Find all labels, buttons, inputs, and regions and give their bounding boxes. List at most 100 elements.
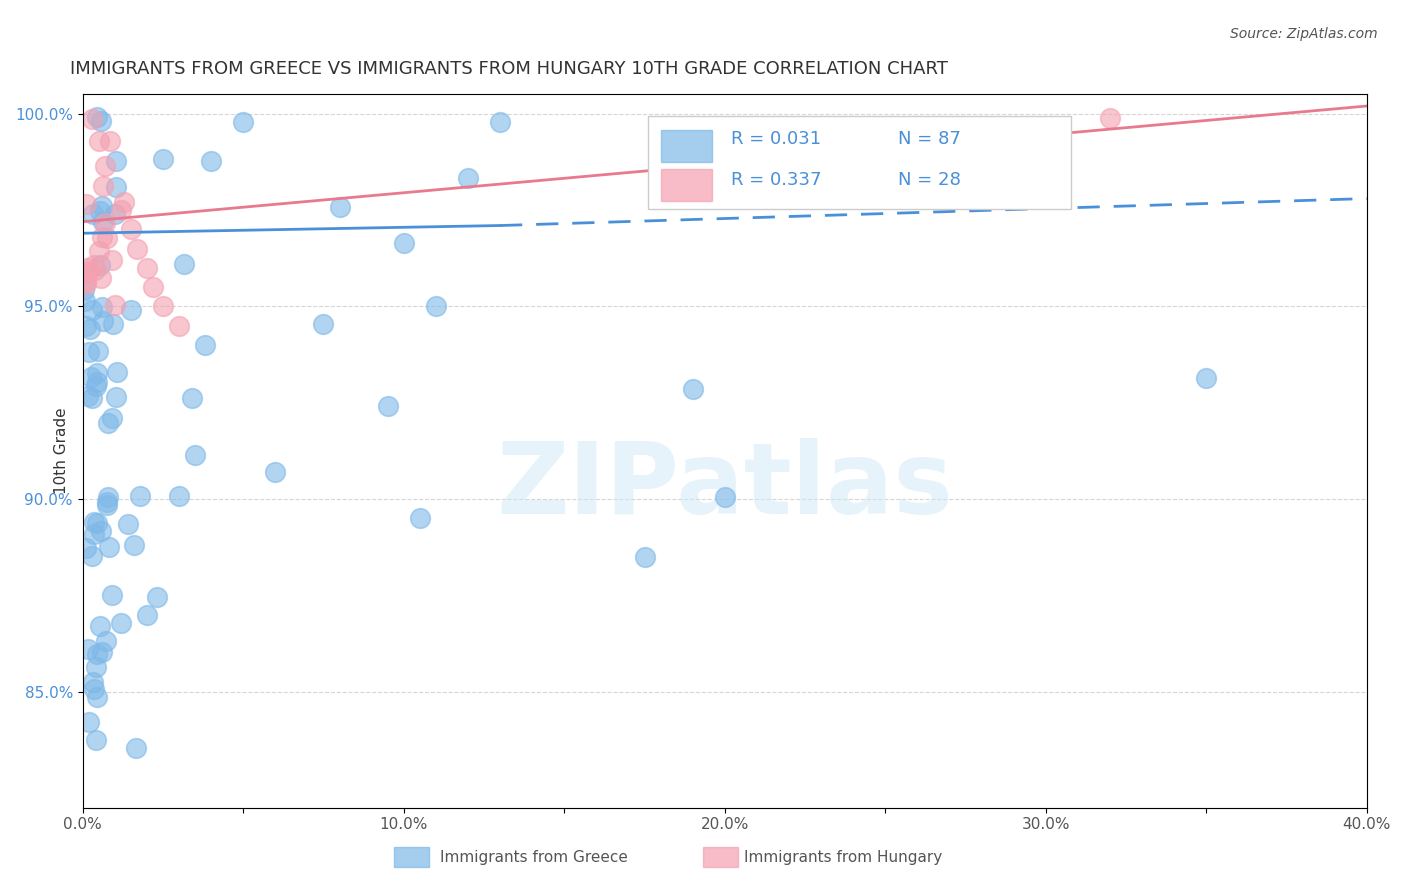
Point — [152, 300, 174, 314]
Point — [75, 277, 97, 291]
Point — [86, 647, 108, 661]
Point — [83, 681, 105, 696]
Point — [377, 399, 399, 413]
Point — [86, 690, 108, 704]
Text: Immigrants from Hungary: Immigrants from Hungary — [744, 850, 943, 865]
Point — [97, 417, 120, 431]
Point — [124, 538, 146, 552]
Point — [120, 222, 142, 236]
Point — [77, 389, 100, 403]
Point — [73, 283, 96, 297]
Point — [86, 375, 108, 389]
Point — [425, 299, 447, 313]
Point — [110, 203, 132, 218]
Point — [80, 392, 103, 406]
Point — [75, 541, 97, 556]
Point — [120, 302, 142, 317]
Point — [101, 252, 124, 267]
Point — [89, 619, 111, 633]
Point — [83, 527, 105, 541]
Point — [76, 260, 98, 275]
Point — [1195, 371, 1218, 385]
Point — [90, 114, 112, 128]
Point — [86, 516, 108, 531]
Point — [91, 313, 114, 327]
Point — [82, 302, 104, 317]
Point — [94, 216, 117, 230]
Point — [91, 301, 114, 315]
Text: R = 0.031: R = 0.031 — [731, 130, 821, 148]
Point — [101, 411, 124, 425]
Point — [86, 366, 108, 380]
Point — [75, 294, 97, 309]
Point — [86, 343, 108, 358]
Point — [114, 194, 136, 209]
FancyBboxPatch shape — [661, 130, 711, 162]
Text: R = 0.337: R = 0.337 — [731, 171, 821, 189]
Point — [312, 317, 335, 331]
Point — [152, 153, 174, 167]
Point — [135, 607, 157, 622]
Point — [86, 110, 108, 124]
Point — [180, 391, 202, 405]
Point — [104, 390, 127, 404]
Point — [110, 615, 132, 630]
Point — [96, 495, 118, 509]
Point — [84, 732, 107, 747]
Text: N = 28: N = 28 — [898, 171, 960, 189]
Text: N = 87: N = 87 — [898, 130, 960, 148]
Point — [392, 236, 415, 251]
Point — [96, 498, 118, 512]
Point — [79, 345, 101, 359]
Point — [457, 171, 479, 186]
Point — [84, 378, 107, 392]
FancyBboxPatch shape — [648, 116, 1071, 209]
Point — [1098, 111, 1121, 125]
Point — [328, 200, 350, 214]
Point — [90, 271, 112, 285]
Point — [200, 153, 222, 168]
Point — [89, 134, 111, 148]
Point — [127, 242, 149, 256]
Point — [104, 154, 127, 169]
Point — [125, 741, 148, 756]
Point — [82, 207, 104, 221]
Point — [75, 273, 97, 287]
Point — [97, 540, 120, 554]
Point — [83, 258, 105, 272]
Point — [105, 179, 128, 194]
Point — [91, 645, 114, 659]
Point — [103, 298, 125, 312]
Point — [80, 370, 103, 384]
Point — [682, 382, 704, 396]
Point — [90, 524, 112, 539]
Point — [91, 215, 114, 229]
Point — [194, 338, 217, 352]
Point — [75, 318, 97, 333]
Point — [103, 317, 125, 331]
Point — [173, 257, 195, 271]
Text: ZIPatlas: ZIPatlas — [496, 438, 953, 535]
Point — [80, 549, 103, 563]
Point — [104, 207, 127, 221]
Point — [79, 322, 101, 336]
Point — [146, 590, 169, 604]
Point — [117, 517, 139, 532]
Point — [101, 588, 124, 602]
Point — [184, 448, 207, 462]
Point — [633, 550, 655, 565]
Point — [264, 465, 287, 479]
Point — [89, 258, 111, 272]
Text: Source: ZipAtlas.com: Source: ZipAtlas.com — [1230, 27, 1378, 41]
Point — [86, 659, 108, 673]
Point — [79, 715, 101, 730]
Point — [98, 134, 121, 148]
Point — [89, 204, 111, 219]
Point — [232, 114, 254, 128]
Point — [97, 490, 120, 504]
Point — [93, 159, 115, 173]
Point — [90, 199, 112, 213]
Point — [84, 263, 107, 277]
Point — [167, 489, 190, 503]
Text: Immigrants from Greece: Immigrants from Greece — [440, 850, 628, 865]
